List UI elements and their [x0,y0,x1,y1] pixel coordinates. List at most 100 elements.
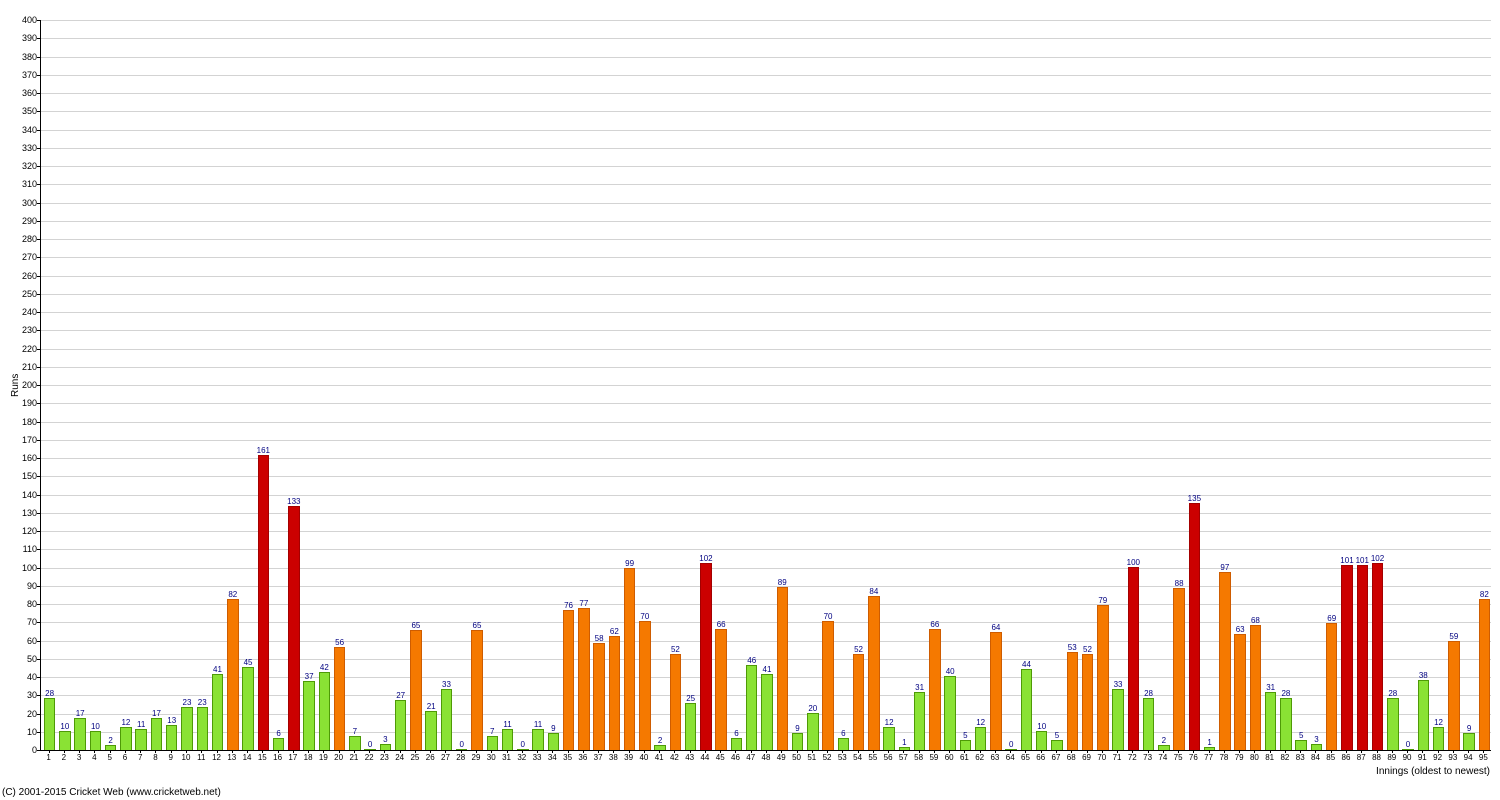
bar: 69 [1326,623,1337,750]
x-tick-label: 74 [1158,750,1167,762]
y-tick-label: 50 [27,654,41,664]
bar-value-label: 44 [1022,660,1031,670]
bar: 12 [120,727,131,750]
bar-value-label: 58 [595,634,604,644]
bar: 25 [685,703,696,750]
bar-value-label: 62 [610,627,619,637]
bar: 46 [746,665,757,750]
bar-value-label: 66 [930,620,939,630]
bar: 100 [1128,567,1139,751]
gridline [41,148,1491,149]
bar: 58 [593,643,604,750]
bar: 68 [1250,625,1261,750]
bar: 20 [807,713,818,751]
x-tick-label: 30 [487,750,496,762]
bar-value-label: 102 [699,554,712,564]
bar: 38 [1418,680,1429,750]
x-tick-label: 50 [792,750,801,762]
gridline [41,257,1491,258]
x-tick-label: 7 [138,750,142,762]
x-tick-label: 85 [1326,750,1335,762]
y-tick-label: 130 [22,508,41,518]
bar-value-label: 11 [534,720,542,730]
bar-value-label: 66 [717,620,726,630]
bar-value-label: 1 [902,738,906,748]
bar-value-label: 12 [1434,718,1443,728]
bar-value-label: 59 [1449,632,1458,642]
bar: 12 [1433,727,1444,750]
plot-area: 0102030405060708090100110120130140150160… [40,20,1491,751]
bar: 10 [59,731,70,750]
bar: 66 [715,629,726,750]
bar-value-label: 88 [1175,579,1184,589]
bar-value-label: 70 [640,612,649,622]
bar: 59 [1448,641,1459,750]
x-tick-label: 19 [319,750,328,762]
bar: 52 [670,654,681,750]
y-tick-label: 20 [27,709,41,719]
x-tick-label: 52 [823,750,832,762]
bar-value-label: 33 [442,680,451,690]
y-tick-label: 100 [22,563,41,573]
gridline [41,38,1491,39]
bar-value-label: 46 [747,656,756,666]
gridline [41,385,1491,386]
bar-value-label: 52 [671,645,680,655]
bar-value-label: 2 [1162,736,1166,746]
x-tick-label: 82 [1280,750,1289,762]
bar: 33 [1112,689,1123,750]
x-tick-label: 78 [1219,750,1228,762]
y-tick-label: 120 [22,526,41,536]
x-tick-label: 12 [212,750,221,762]
bar: 5 [960,740,971,750]
x-tick-label: 49 [777,750,786,762]
x-tick-label: 39 [624,750,633,762]
bar-value-label: 10 [1037,722,1046,732]
bar: 17 [74,718,85,750]
x-tick-label: 86 [1342,750,1351,762]
bar-value-label: 31 [915,683,924,693]
x-tick-label: 1 [46,750,50,762]
bar-value-label: 25 [686,694,695,704]
gridline [41,403,1491,404]
x-tick-label: 31 [502,750,511,762]
bar: 6 [838,738,849,750]
bar: 102 [1372,563,1383,750]
x-tick-label: 26 [426,750,435,762]
bar-value-label: 52 [1083,645,1092,655]
bar-value-label: 33 [1114,680,1123,690]
gridline [41,184,1491,185]
bar-value-label: 41 [213,665,222,675]
bar-value-label: 37 [305,672,314,682]
y-tick-label: 30 [27,690,41,700]
x-tick-label: 10 [182,750,191,762]
bar-value-label: 53 [1068,643,1077,653]
x-tick-label: 72 [1128,750,1137,762]
copyright-text: (C) 2001-2015 Cricket Web (www.cricketwe… [2,787,221,798]
x-tick-label: 5 [107,750,111,762]
x-tick-label: 4 [92,750,96,762]
bar: 70 [822,621,833,750]
x-tick-label: 93 [1448,750,1457,762]
bar-value-label: 65 [473,621,482,631]
bar: 97 [1219,572,1230,750]
x-tick-label: 54 [853,750,862,762]
y-tick-label: 280 [22,234,41,244]
x-tick-label: 25 [410,750,419,762]
gridline [41,367,1491,368]
x-tick-label: 40 [639,750,648,762]
x-tick-label: 37 [594,750,603,762]
bar: 63 [1234,634,1245,750]
bar-value-label: 38 [1419,671,1428,681]
x-tick-label: 3 [77,750,81,762]
x-tick-label: 53 [838,750,847,762]
bar-value-label: 7 [490,727,494,737]
bar: 52 [853,654,864,750]
bar-value-label: 28 [1281,689,1290,699]
gridline [41,111,1491,112]
y-tick-label: 400 [22,15,41,25]
x-tick-label: 69 [1082,750,1091,762]
bar-value-label: 40 [946,667,955,677]
bar: 28 [1280,698,1291,750]
x-tick-label: 90 [1403,750,1412,762]
